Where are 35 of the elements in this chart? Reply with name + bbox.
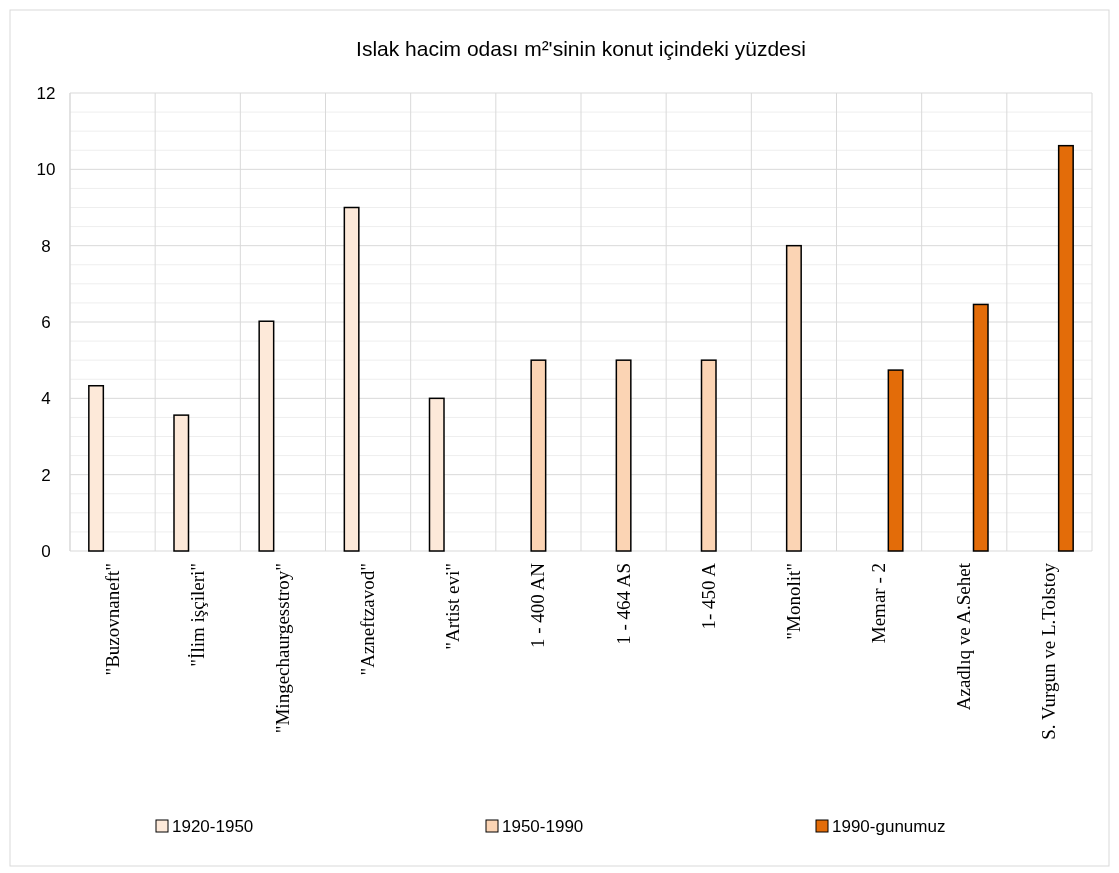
bar bbox=[700, 359, 717, 552]
bar bbox=[972, 303, 989, 552]
y-tick-label: 8 bbox=[41, 236, 51, 256]
bar bbox=[887, 369, 904, 552]
bar bbox=[258, 320, 275, 552]
y-tick-label: 6 bbox=[41, 312, 51, 332]
x-tick-label: "Artist evi" bbox=[442, 563, 464, 650]
y-tick-label: 4 bbox=[41, 389, 51, 409]
x-tick-label: "Mingechaurgesstroy" bbox=[271, 563, 293, 734]
x-tick-label: 1- 450 A bbox=[697, 562, 719, 630]
x-tick-label: 1 - 400 AN bbox=[527, 562, 549, 648]
chart-title: Islak hacim odası m²'sinin konut içindeki yüzdesi bbox=[356, 37, 806, 60]
bar bbox=[615, 359, 632, 552]
bar bbox=[428, 397, 445, 552]
bar bbox=[88, 384, 105, 552]
bar bbox=[530, 359, 547, 552]
y-tick-label: 10 bbox=[36, 160, 56, 180]
y-tick-label: 12 bbox=[36, 83, 56, 103]
x-tick-label: "Buzovnaneft" bbox=[101, 563, 123, 676]
bar bbox=[173, 414, 190, 552]
bar bbox=[785, 244, 802, 552]
y-tick-label: 2 bbox=[41, 465, 51, 485]
bar bbox=[343, 206, 360, 552]
x-tick-label: Memar - 2 bbox=[868, 563, 890, 644]
x-tick-label: "Azneftzavod" bbox=[357, 563, 379, 676]
x-tick-label: S. Vurgun ve L.Tolstoy bbox=[1038, 562, 1060, 740]
x-tick-label: 1 - 464 AS bbox=[612, 563, 634, 645]
x-tick-label: Azadlıq ve A.Sehet bbox=[953, 562, 975, 711]
legend-label: 1950-1990 bbox=[502, 816, 584, 836]
bar bbox=[1057, 144, 1074, 552]
y-tick-label: 0 bbox=[41, 541, 51, 561]
legend-label: 1920-1950 bbox=[172, 816, 254, 836]
legend-label: 1990-gunumuz bbox=[832, 816, 946, 836]
x-tick-label: "Monolit" bbox=[782, 563, 804, 640]
x-tick-label: "İlim işçileri" bbox=[186, 563, 208, 667]
